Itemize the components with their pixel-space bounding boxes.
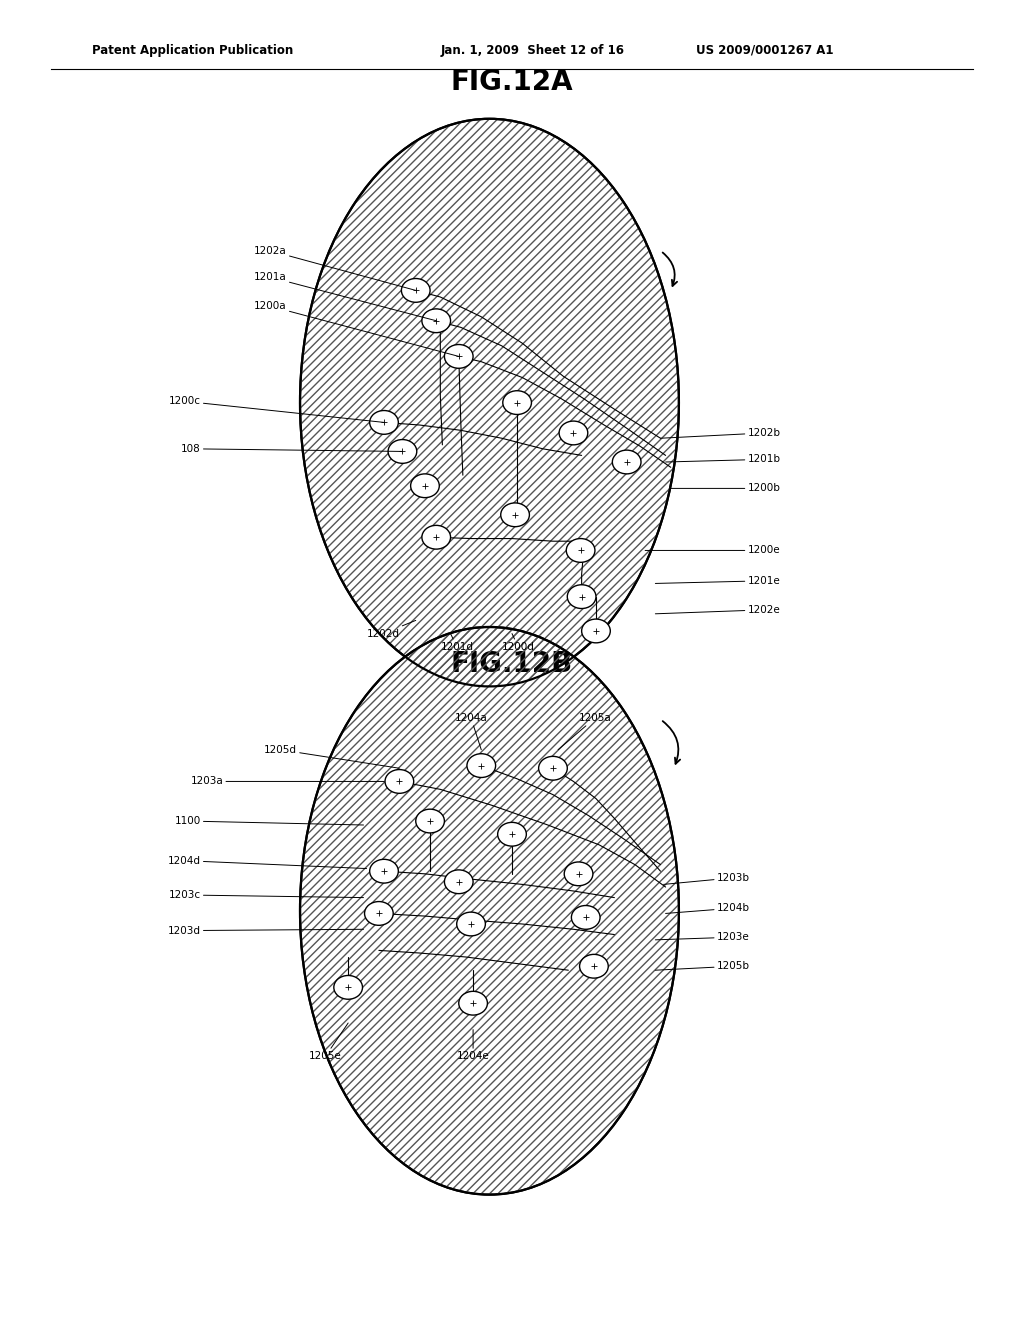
Ellipse shape <box>612 450 641 474</box>
Ellipse shape <box>401 279 430 302</box>
Ellipse shape <box>388 440 417 463</box>
Ellipse shape <box>385 770 414 793</box>
Ellipse shape <box>459 991 487 1015</box>
Ellipse shape <box>501 503 529 527</box>
Ellipse shape <box>498 822 526 846</box>
Ellipse shape <box>300 119 679 686</box>
Text: 1203d: 1203d <box>168 925 364 936</box>
Ellipse shape <box>334 975 362 999</box>
Ellipse shape <box>444 345 473 368</box>
Text: 1204d: 1204d <box>168 855 367 869</box>
Text: 1205a: 1205a <box>558 713 611 750</box>
Text: FIG.12B: FIG.12B <box>451 649 573 678</box>
Text: Patent Application Publication: Patent Application Publication <box>92 44 294 57</box>
Ellipse shape <box>539 756 567 780</box>
Text: Jan. 1, 2009  Sheet 12 of 16: Jan. 1, 2009 Sheet 12 of 16 <box>440 44 625 57</box>
Text: 1200b: 1200b <box>671 483 780 494</box>
Text: 1203b: 1203b <box>664 873 750 884</box>
Text: 1100: 1100 <box>174 816 364 826</box>
Text: 1205e: 1205e <box>309 1023 348 1061</box>
Ellipse shape <box>457 912 485 936</box>
Ellipse shape <box>559 421 588 445</box>
Ellipse shape <box>571 906 600 929</box>
Ellipse shape <box>365 902 393 925</box>
Text: 1203c: 1203c <box>169 890 364 900</box>
Text: 1203a: 1203a <box>190 776 384 787</box>
Ellipse shape <box>422 525 451 549</box>
Ellipse shape <box>411 474 439 498</box>
Text: 1202e: 1202e <box>655 605 780 615</box>
Text: 1204e: 1204e <box>457 1030 489 1061</box>
Text: 1205d: 1205d <box>264 744 399 768</box>
Text: 1203e: 1203e <box>655 932 750 942</box>
Text: 1204b: 1204b <box>666 903 750 913</box>
Text: 1201e: 1201e <box>655 576 780 586</box>
Ellipse shape <box>503 391 531 414</box>
Text: 1205b: 1205b <box>655 961 750 972</box>
Ellipse shape <box>564 862 593 886</box>
Text: 1201a: 1201a <box>254 272 436 321</box>
Ellipse shape <box>422 309 451 333</box>
Text: 1200c: 1200c <box>169 396 384 422</box>
Ellipse shape <box>444 870 473 894</box>
Text: 1201d: 1201d <box>440 634 473 652</box>
Text: 108: 108 <box>181 444 402 454</box>
Text: 1202d: 1202d <box>367 620 416 639</box>
Text: 1200a: 1200a <box>254 301 459 356</box>
Ellipse shape <box>416 809 444 833</box>
Text: 1202a: 1202a <box>254 246 416 290</box>
Text: 1200d: 1200d <box>502 634 535 652</box>
Ellipse shape <box>582 619 610 643</box>
Text: 1204a: 1204a <box>455 713 487 750</box>
Text: 1202b: 1202b <box>660 428 780 438</box>
Ellipse shape <box>370 859 398 883</box>
Text: US 2009/0001267 A1: US 2009/0001267 A1 <box>696 44 834 57</box>
Ellipse shape <box>566 539 595 562</box>
Text: FIG.12A: FIG.12A <box>451 67 573 96</box>
Ellipse shape <box>567 585 596 609</box>
Ellipse shape <box>300 627 679 1195</box>
Ellipse shape <box>580 954 608 978</box>
Ellipse shape <box>370 411 398 434</box>
Text: 1200e: 1200e <box>645 545 780 556</box>
Ellipse shape <box>467 754 496 777</box>
Text: 1201b: 1201b <box>666 454 780 465</box>
